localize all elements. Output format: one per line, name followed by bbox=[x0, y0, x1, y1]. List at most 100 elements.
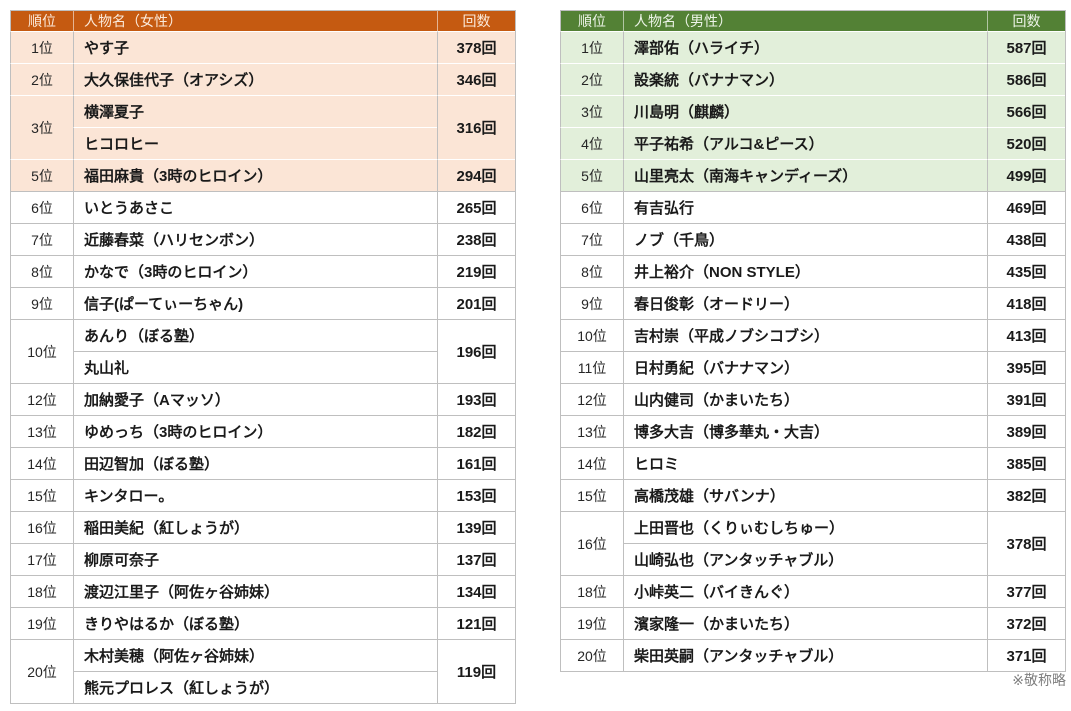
rank-cell: 13位 bbox=[10, 415, 73, 447]
name-cell: 信子(ぱーてぃーちゃん) bbox=[73, 287, 437, 319]
count-cell: 377回 bbox=[987, 575, 1065, 607]
name-cell: 加納愛子（Aマッソ） bbox=[73, 383, 437, 415]
honorifics-note: ※敬称略 bbox=[1012, 672, 1066, 688]
name-cell: きりやはるか（ぼる塾） bbox=[73, 607, 437, 639]
count-cell: 586回 bbox=[987, 63, 1065, 95]
rank-cell: 10位 bbox=[560, 319, 623, 351]
name-cell: 川島明（麒麟） bbox=[623, 95, 987, 127]
women-header-name: 人物名（女性） bbox=[73, 10, 437, 31]
table-row: 9位 春日俊彰（オードリー） 418回 bbox=[560, 287, 1065, 319]
table-row: 16位 稲田美紀（紅しょうが） 139回 bbox=[10, 511, 515, 543]
name-cell: 山里亮太（南海キャンディーズ） bbox=[623, 159, 987, 191]
table-row: 20位 柴田英嗣（アンタッチャブル） 371回 bbox=[560, 639, 1065, 671]
table-row: 丸山礼 bbox=[10, 351, 515, 383]
count-cell: 134回 bbox=[437, 575, 515, 607]
name-cell: 大久保佳代子（オアシズ） bbox=[73, 63, 437, 95]
count-cell: 587回 bbox=[987, 31, 1065, 63]
name-cell: 近藤春菜（ハリセンボン） bbox=[73, 223, 437, 255]
table-row: 13位 ゆめっち（3時のヒロイン） 182回 bbox=[10, 415, 515, 447]
count-cell: 139回 bbox=[437, 511, 515, 543]
name-cell: 平子祐希（アルコ&ピース） bbox=[623, 127, 987, 159]
table-row: 6位 いとうあさこ 265回 bbox=[10, 191, 515, 223]
table-row: 7位 ノブ（千鳥） 438回 bbox=[560, 223, 1065, 255]
name-cell: 柴田英嗣（アンタッチャブル） bbox=[623, 639, 987, 671]
men-table-header-row: 順位 人物名（男性） 回数 bbox=[560, 10, 1065, 31]
rank-cell: 2位 bbox=[10, 63, 73, 95]
count-cell: 219回 bbox=[437, 255, 515, 287]
count-cell: 294回 bbox=[437, 159, 515, 191]
table-row: 14位 田辺智加（ぼる塾） 161回 bbox=[10, 447, 515, 479]
table-row: 20位 木村美穂（阿佐ヶ谷姉妹） 119回 bbox=[10, 639, 515, 703]
count-cell: 153回 bbox=[437, 479, 515, 511]
table-row: 18位 渡辺江里子（阿佐ヶ谷姉妹） 134回 bbox=[10, 575, 515, 607]
rank-cell: 15位 bbox=[10, 479, 73, 511]
count-cell: 435回 bbox=[987, 255, 1065, 287]
name-cell: かなで（3時のヒロイン） bbox=[73, 255, 437, 287]
rank-cell: 6位 bbox=[560, 191, 623, 223]
rank-cell: 12位 bbox=[560, 383, 623, 415]
name-cell: ヒコロヒー bbox=[73, 127, 437, 159]
table-row: 4位 平子祐希（アルコ&ピース） 520回 bbox=[560, 127, 1065, 159]
rank-cell: 7位 bbox=[560, 223, 623, 255]
name-cell: 丸山礼 bbox=[73, 351, 437, 383]
rank-cell: 20位 bbox=[560, 639, 623, 671]
name-cell: 澤部佑（ハライチ） bbox=[623, 31, 987, 63]
table-row: 5位 福田麻貴（3時のヒロイン） 294回 bbox=[10, 159, 515, 191]
name-cell: 設楽統（バナナマン） bbox=[623, 63, 987, 95]
name-cell: 木村美穂（阿佐ヶ谷姉妹） bbox=[73, 639, 437, 671]
name-cell: ゆめっち（3時のヒロイン） bbox=[73, 415, 437, 447]
count-cell: 391回 bbox=[987, 383, 1065, 415]
rank-cell: 2位 bbox=[560, 63, 623, 95]
rank-cell: 3位 bbox=[560, 95, 623, 127]
count-cell: 161回 bbox=[437, 447, 515, 479]
table-row: 7位 近藤春菜（ハリセンボン） 238回 bbox=[10, 223, 515, 255]
name-cell: キンタロー。 bbox=[73, 479, 437, 511]
count-cell: 378回 bbox=[437, 31, 515, 63]
rank-cell: 5位 bbox=[560, 159, 623, 191]
table-row: 8位 井上裕介（NON STYLE） 435回 bbox=[560, 255, 1065, 287]
table-row: 18位 小峠英二（バイきんぐ） 377回 bbox=[560, 575, 1065, 607]
name-cell: ヒロミ bbox=[623, 447, 987, 479]
name-cell: 博多大吉（博多華丸・大吉） bbox=[623, 415, 987, 447]
rank-cell: 4位 bbox=[560, 127, 623, 159]
rank-cell: 13位 bbox=[560, 415, 623, 447]
table-row: 2位 大久保佳代子（オアシズ） 346回 bbox=[10, 63, 515, 95]
name-cell: 横澤夏子 bbox=[73, 95, 437, 127]
rank-cell: 1位 bbox=[10, 31, 73, 63]
count-cell: 193回 bbox=[437, 383, 515, 415]
count-cell: 316回 bbox=[437, 95, 515, 159]
name-cell: 渡辺江里子（阿佐ヶ谷姉妹） bbox=[73, 575, 437, 607]
rank-cell: 9位 bbox=[10, 287, 73, 319]
rank-cell: 16位 bbox=[10, 511, 73, 543]
count-cell: 382回 bbox=[987, 479, 1065, 511]
table-row: 12位 加納愛子（Aマッソ） 193回 bbox=[10, 383, 515, 415]
name-cell: 小峠英二（バイきんぐ） bbox=[623, 575, 987, 607]
name-cell: 田辺智加（ぼる塾） bbox=[73, 447, 437, 479]
rank-cell: 19位 bbox=[560, 607, 623, 639]
rank-cell: 1位 bbox=[560, 31, 623, 63]
rank-cell: 10位 bbox=[10, 319, 73, 383]
women-table-header-row: 順位 人物名（女性） 回数 bbox=[10, 10, 515, 31]
name-cell: 春日俊彰（オードリー） bbox=[623, 287, 987, 319]
count-cell: 201回 bbox=[437, 287, 515, 319]
table-row: 19位 濱家隆一（かまいたち） 372回 bbox=[560, 607, 1065, 639]
rank-cell: 20位 bbox=[10, 639, 73, 703]
name-cell: 熊元プロレス（紅しょうが） bbox=[73, 671, 437, 703]
table-row: 14位 ヒロミ 385回 bbox=[560, 447, 1065, 479]
rank-cell: 11位 bbox=[560, 351, 623, 383]
name-cell: 吉村崇（平成ノブシコブシ） bbox=[623, 319, 987, 351]
men-header-count: 回数 bbox=[987, 10, 1065, 31]
rank-cell: 8位 bbox=[560, 255, 623, 287]
table-row: 6位 有吉弘行 469回 bbox=[560, 191, 1065, 223]
rank-cell: 5位 bbox=[10, 159, 73, 191]
count-cell: 378回 bbox=[987, 511, 1065, 575]
table-row: 12位 山内健司（かまいたち） 391回 bbox=[560, 383, 1065, 415]
table-row: 3位 川島明（麒麟） 566回 bbox=[560, 95, 1065, 127]
count-cell: 238回 bbox=[437, 223, 515, 255]
name-cell: 高橋茂雄（サバンナ） bbox=[623, 479, 987, 511]
name-cell: 有吉弘行 bbox=[623, 191, 987, 223]
rank-cell: 16位 bbox=[560, 511, 623, 575]
count-cell: 265回 bbox=[437, 191, 515, 223]
rank-cell: 8位 bbox=[10, 255, 73, 287]
name-cell: やす子 bbox=[73, 31, 437, 63]
